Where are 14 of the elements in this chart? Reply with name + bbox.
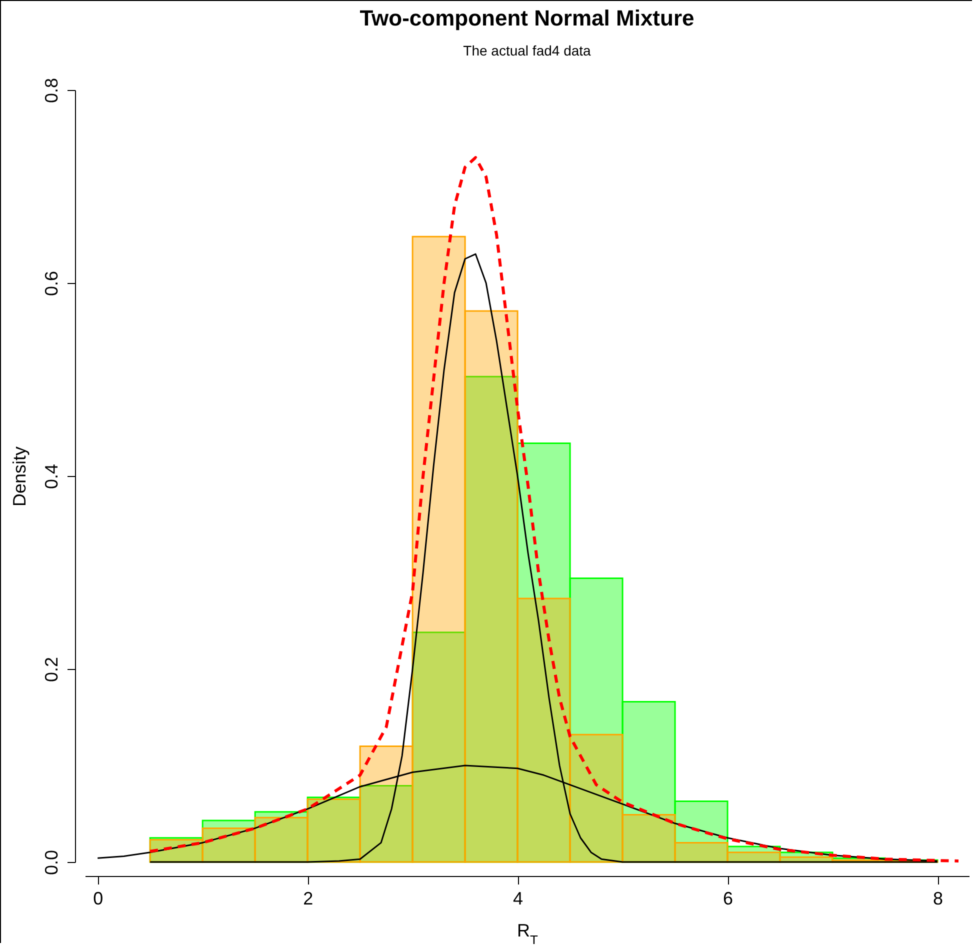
y-axis-title: Density (10, 446, 30, 507)
y-tick-label: 0.4 (42, 464, 62, 490)
y-tick-label: 0.2 (42, 656, 62, 682)
y-tick-label: 0.8 (42, 78, 62, 104)
chart-subtitle: The actual fad4 data (463, 42, 592, 58)
y-tick-label: 0.6 (42, 270, 62, 296)
chart-title: Two-component Normal Mixture (360, 5, 694, 30)
x-axis-title: R$_{T}$ (517, 920, 538, 945)
x-tick-label: 4 (513, 888, 524, 908)
x-tick-label: 6 (723, 888, 734, 908)
x-tick-label: 0 (93, 888, 104, 908)
x-tick-label: 2 (303, 888, 314, 908)
y-tick-label: 0.0 (42, 850, 62, 876)
x-tick-label: 8 (932, 888, 944, 908)
